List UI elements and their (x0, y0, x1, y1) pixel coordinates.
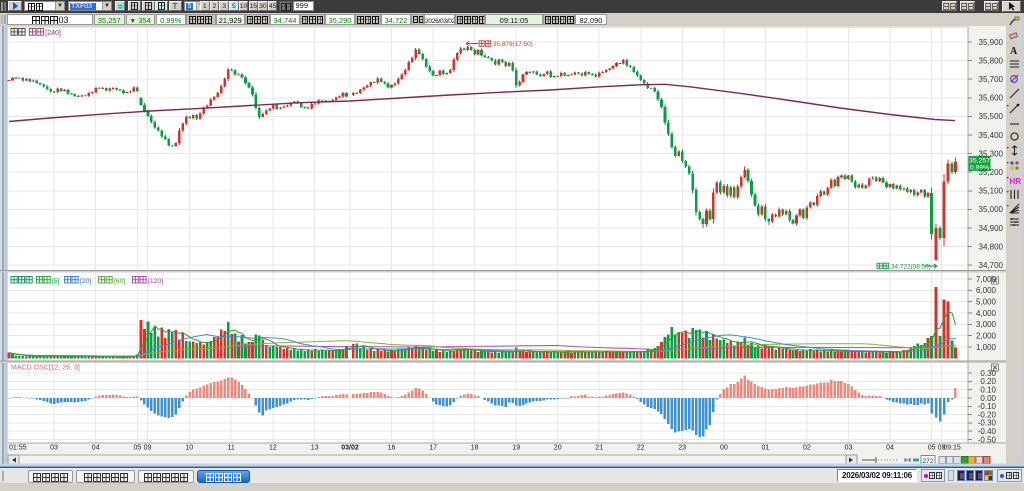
svg-text:5,000: 5,000 (976, 297, 997, 306)
svg-text:03: 03 (845, 445, 853, 452)
svg-text:35,400: 35,400 (979, 131, 1004, 140)
svg-text:0.30: 0.30 (980, 369, 996, 378)
svg-text:12: 12 (269, 445, 277, 452)
svg-text:1,000: 1,000 (976, 343, 997, 352)
svg-text:A: A (1010, 46, 1018, 57)
svg-text:272: 272 (922, 458, 934, 465)
svg-text:22: 22 (637, 445, 645, 452)
svg-text:19: 19 (512, 445, 520, 452)
svg-text:20: 20 (554, 445, 562, 452)
svg-text:34,722(08:50): 34,722(08:50) (891, 263, 931, 270)
svg-text:[60]: [60] (114, 278, 125, 285)
svg-text:02: 02 (803, 445, 811, 452)
svg-text:03: 03 (50, 445, 58, 452)
svg-text:11: 11 (227, 445, 234, 452)
svg-text:0.20: 0.20 (980, 377, 996, 386)
svg-text:-0.50: -0.50 (978, 435, 997, 444)
svg-text:[120]: [120] (148, 278, 163, 285)
svg-text:05: 05 (134, 445, 142, 452)
svg-text:09:15: 09:15 (943, 445, 961, 452)
svg-text:-0.20: -0.20 (978, 410, 997, 419)
svg-text:[20]: [20] (80, 278, 91, 285)
svg-text:6,000: 6,000 (976, 286, 997, 295)
svg-text:34,800: 34,800 (979, 242, 1004, 251)
svg-text:-0.10: -0.10 (978, 402, 997, 411)
svg-text:35,800: 35,800 (979, 56, 1004, 65)
svg-text:05: 05 (928, 445, 936, 452)
svg-text:4,000: 4,000 (976, 309, 997, 318)
svg-text:-0.40: -0.40 (978, 427, 997, 436)
svg-text:MACD OSC[12, 26, 9]: MACD OSC[12, 26, 9] (11, 365, 80, 372)
svg-text:35,879(17:50): 35,879(17:50) (493, 41, 533, 48)
svg-text:00: 00 (720, 445, 728, 452)
svg-text:35,000: 35,000 (979, 205, 1004, 214)
svg-text:01:55: 01:55 (9, 445, 27, 452)
svg-text:04: 04 (92, 445, 100, 452)
svg-text:18: 18 (471, 445, 479, 452)
svg-text:34,900: 34,900 (979, 224, 1004, 233)
svg-text:01: 01 (762, 445, 770, 452)
svg-text:10: 10 (185, 445, 193, 452)
svg-text:35,600: 35,600 (979, 94, 1004, 103)
svg-text:35,500: 35,500 (979, 112, 1004, 121)
svg-text:09: 09 (144, 445, 152, 452)
svg-text:03/02: 03/02 (341, 445, 359, 452)
svg-text:13: 13 (311, 445, 319, 452)
svg-text:35,900: 35,900 (979, 38, 1004, 47)
svg-text:35,700: 35,700 (979, 75, 1004, 84)
svg-text:3,000: 3,000 (976, 320, 997, 329)
svg-text:16: 16 (388, 445, 396, 452)
svg-text:17: 17 (429, 445, 437, 452)
svg-text:[5]: [5] (52, 278, 60, 285)
svg-text:35,100: 35,100 (979, 187, 1004, 196)
svg-text:HR: HR (1010, 177, 1022, 186)
svg-text:34,700: 34,700 (979, 261, 1004, 270)
svg-text:23: 23 (678, 445, 686, 452)
svg-text:0.00: 0.00 (980, 394, 996, 403)
svg-text:7,000: 7,000 (976, 275, 997, 284)
svg-text:[240]: [240] (45, 30, 61, 37)
svg-text:21: 21 (595, 445, 603, 452)
svg-text:2,000: 2,000 (976, 331, 997, 340)
svg-text:04: 04 (886, 445, 894, 452)
svg-text:0.99%: 0.99% (970, 165, 989, 172)
svg-text:-0.30: -0.30 (978, 419, 997, 428)
svg-text:35,257: 35,257 (969, 158, 990, 165)
svg-text:0.10: 0.10 (980, 386, 996, 395)
